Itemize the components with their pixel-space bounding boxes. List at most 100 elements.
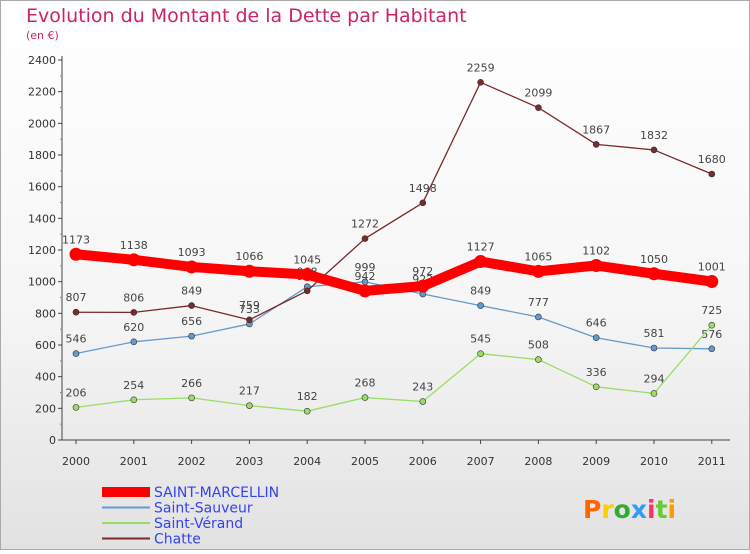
data-point [188, 302, 195, 309]
x-tick-label: 2011 [698, 455, 726, 468]
data-label: 759 [239, 299, 260, 312]
y-tick-label: 200 [35, 402, 56, 415]
data-point [650, 146, 658, 154]
data-label: 1272 [351, 218, 379, 231]
x-tick-label: 2010 [640, 455, 668, 468]
data-label: 2259 [467, 61, 495, 74]
data-point [300, 268, 314, 282]
data-label: 2099 [524, 87, 552, 100]
legend-label-saint-marcellin: SAINT-MARCELLIN [154, 485, 279, 501]
data-point [188, 394, 195, 402]
logo-letter: o [614, 495, 631, 524]
data-point [708, 170, 716, 178]
data-point [188, 332, 195, 340]
data-point [535, 356, 542, 363]
data-label: 1102 [582, 245, 610, 258]
x-tick-label: 2007 [467, 455, 495, 468]
data-label: 656 [181, 315, 202, 328]
data-point [535, 104, 542, 111]
legend: SAINT-MARCELLINSaint-SauveurSaint-Vérand… [102, 485, 279, 548]
data-point [477, 350, 484, 358]
data-point [130, 396, 138, 404]
data-label: 254 [123, 379, 144, 392]
series-line-saint-v-rand [75, 324, 713, 412]
data-label: 1138 [120, 239, 148, 252]
x-tick-label: 2004 [293, 455, 321, 468]
data-point [477, 302, 484, 309]
data-label: 217 [239, 385, 260, 398]
x-tick-label: 2000 [62, 455, 90, 468]
x-tick-label: 2006 [409, 455, 437, 468]
series-saint-v-rand: 206 254 266 217 182 268 243 545 508 336 294 725 [66, 304, 722, 415]
data-label: 807 [66, 291, 87, 304]
data-label: 581 [644, 327, 665, 340]
y-tick-label: 1600 [28, 181, 56, 194]
data-point [592, 334, 600, 342]
axes: 0 200 400 600 800 1000 1200 1400 1600 1800 2000 220… [28, 54, 730, 468]
data-label: 1498 [409, 182, 437, 195]
data-point [361, 394, 369, 401]
series-line-saint-marcellin [71, 249, 717, 296]
y-tick-label: 1400 [28, 212, 56, 225]
chart-subtitle: (en €) [26, 29, 59, 42]
data-point [592, 383, 600, 391]
logo-letter: t [656, 495, 668, 524]
x-tick-label: 2002 [178, 455, 206, 468]
data-label: 806 [123, 291, 144, 304]
data-point [242, 264, 256, 278]
data-point [650, 344, 658, 352]
series-group: 5466206567339689999228497776465815762062… [62, 61, 726, 415]
data-point [358, 284, 372, 298]
data-label: 972 [412, 265, 433, 278]
data-point [705, 275, 719, 289]
data-point [72, 308, 80, 316]
y-tick-label: 2000 [28, 117, 56, 130]
data-label: 1680 [698, 153, 726, 166]
data-label: 1173 [62, 233, 90, 246]
data-point [474, 255, 488, 269]
data-label: 849 [181, 285, 202, 298]
data-label: 268 [355, 377, 376, 390]
data-point [185, 260, 199, 274]
legend-label-saint-sauveur: Saint-Sauveur [154, 501, 253, 517]
y-tick-label: 800 [35, 307, 56, 320]
data-point [535, 313, 542, 321]
data-label: 733 [239, 303, 260, 316]
data-label: 182 [297, 390, 318, 403]
data-label: 508 [528, 339, 549, 352]
data-label: 266 [181, 377, 202, 390]
logo-letter: i [647, 495, 656, 524]
data-point [419, 398, 427, 405]
data-label: 942 [355, 270, 376, 283]
data-label: 1066 [235, 250, 263, 263]
y-tick-label: 1000 [28, 276, 56, 289]
logo-letter: x [631, 495, 647, 524]
x-tick-label: 2008 [524, 455, 552, 468]
data-label: 849 [470, 285, 491, 298]
data-label: 999 [355, 261, 376, 274]
data-label: 1867 [582, 123, 610, 136]
data-label: 336 [586, 366, 607, 379]
data-label: 1127 [467, 241, 495, 254]
x-tick-label: 2005 [351, 455, 379, 468]
data-label: 1050 [640, 253, 668, 266]
data-label: 546 [66, 333, 87, 346]
legend-label-saint-v-rand: Saint-Vérand [154, 516, 243, 532]
proxiti-logo: Proxiti [583, 495, 676, 524]
x-tick-label: 2009 [582, 455, 610, 468]
series-saint-marcellin: 1173 1138 1093 1066 1045 942 972 1127 1065 1102 10… [62, 233, 726, 298]
data-point [72, 404, 80, 411]
data-label: 294 [644, 372, 665, 385]
data-label: 646 [586, 317, 607, 330]
data-point [531, 264, 545, 278]
data-label: 1832 [640, 129, 668, 142]
data-point [416, 279, 430, 293]
data-label: 620 [123, 321, 144, 334]
data-point [477, 79, 484, 86]
logo-letter: i [668, 495, 677, 524]
series-line-chatte [75, 81, 713, 321]
x-tick-label: 2001 [120, 455, 148, 468]
data-point [130, 309, 138, 316]
